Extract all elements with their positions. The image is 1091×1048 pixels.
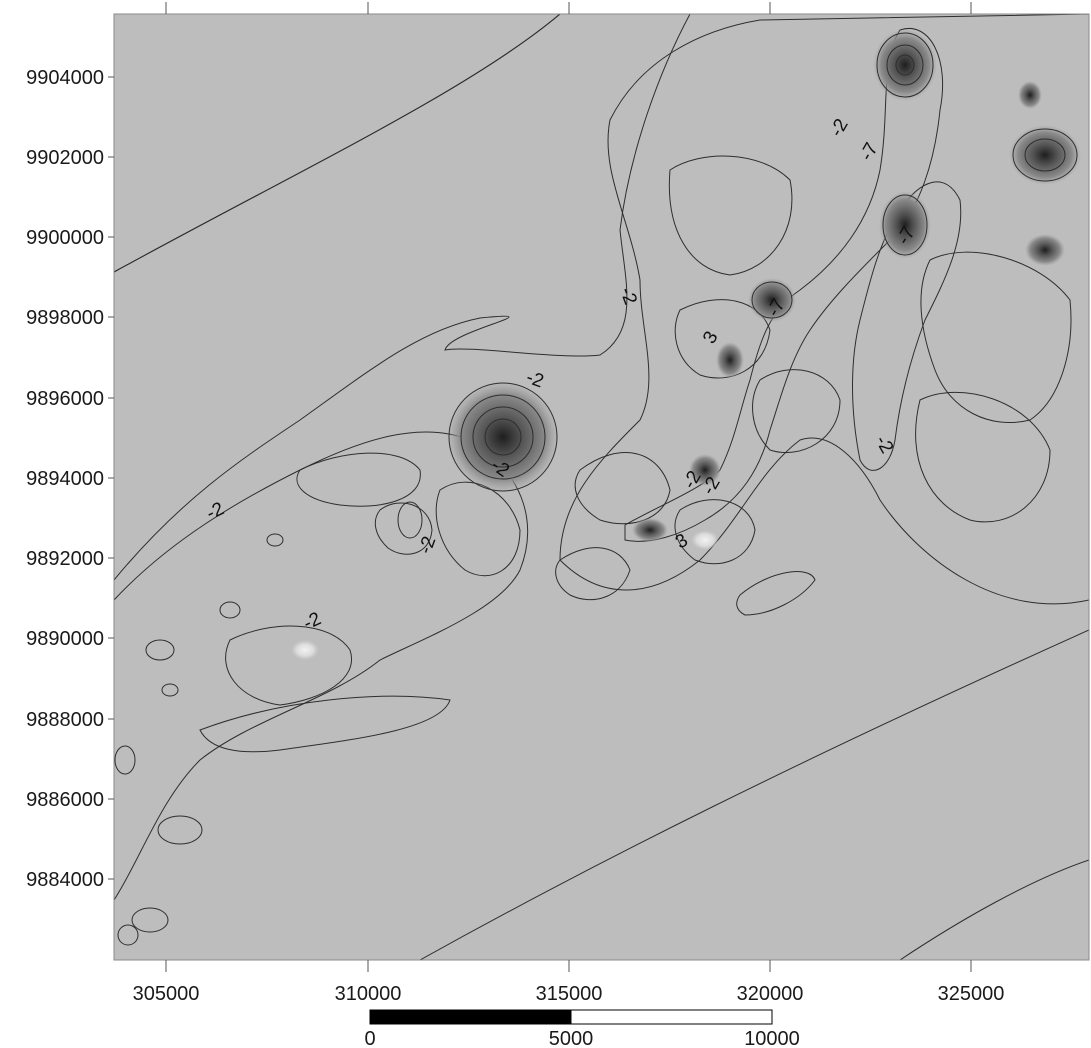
y-tick-label: 9896000: [26, 388, 104, 410]
y-tick-label: 9888000: [26, 709, 104, 731]
zone-southeast-lower: [899, 859, 1089, 960]
depression-northeast: [873, 29, 937, 101]
left-ticks: [108, 76, 114, 880]
x-tick-label: 320000: [737, 983, 804, 1005]
zone-east-plateau: [559, 14, 1089, 605]
trough-south-arm: [555, 547, 631, 601]
zone-southeast-band: [418, 629, 1089, 960]
top-ticks: [165, 2, 972, 14]
y-axis-labels: 9904000 9902000 9900000 9898000 9896000 …: [26, 67, 104, 891]
depression-ridge-6: [1025, 234, 1065, 266]
y-tick-label: 9894000: [26, 468, 104, 490]
depression-central: [447, 381, 559, 493]
depression-ridge-3: [689, 454, 721, 486]
x-tick-label: 305000: [133, 983, 200, 1005]
zone-east-light-5: [674, 499, 756, 565]
zone-west-coast: [114, 431, 529, 901]
scale-bar-light-segment: [570, 1009, 773, 1025]
zone-west-dark-2: [199, 695, 451, 753]
trough-mid-basin: [736, 571, 816, 616]
depression-ridge-2: [716, 342, 744, 378]
zone-east-light-4: [574, 452, 671, 525]
depression-far-east: [1009, 125, 1081, 185]
peak-west: [291, 640, 319, 660]
scale-bar-dark-segment: [369, 1009, 572, 1025]
scale-bar-label: 5000: [549, 1028, 594, 1048]
depression-east-mid: [879, 191, 931, 259]
x-axis-labels: 305000 310000 315000 320000 325000: [133, 983, 1005, 1005]
contour-label: -2: [615, 285, 641, 308]
plot-area: -2 -2 -2 -2 -2 -2 -2 -2 -2 -2 -7 -7 -7 3…: [114, 14, 1089, 960]
contour-label: -2: [523, 367, 546, 393]
scale-bar-label: 10000: [744, 1028, 800, 1048]
zone-east-light-3: [915, 391, 1051, 523]
trough-western-arm: [624, 28, 944, 542]
contour-label: -2: [415, 534, 441, 557]
bottom-ticks: [165, 960, 972, 972]
base-fill: [114, 14, 1089, 960]
zone-east-light-6: [674, 299, 771, 379]
depression-ridge-5: [1018, 81, 1042, 109]
trough-eastern-arm: [852, 181, 962, 471]
x-tick-label: 325000: [938, 983, 1005, 1005]
y-tick-label: 9902000: [26, 147, 104, 169]
y-tick-label: 9904000: [26, 67, 104, 89]
zone-east-light-1: [668, 155, 793, 276]
y-tick-label: 9884000: [26, 869, 104, 891]
y-tick-label: 9890000: [26, 628, 104, 650]
depression-ridge-4: [632, 518, 668, 542]
plot-frame: [113, 13, 1090, 961]
zone-west-light-2: [296, 452, 421, 507]
x-tick-label: 310000: [335, 983, 402, 1005]
zone-west-dark-1: [374, 502, 433, 555]
x-tick-label: 315000: [536, 983, 603, 1005]
y-tick-label: 9886000: [26, 789, 104, 811]
depression-ridge-1: [748, 278, 796, 322]
zone-mid-band: [114, 14, 691, 581]
y-tick-label: 9892000: [26, 548, 104, 570]
scale-bar: 0 5000 10000: [364, 1009, 800, 1048]
zone-west-light-1: [225, 625, 353, 706]
peak-south: [691, 530, 719, 550]
zone-east-light-7: [752, 369, 841, 454]
zone-east-light-2: [920, 251, 1072, 424]
y-tick-label: 9898000: [26, 307, 104, 329]
scale-bar-label: 0: [364, 1028, 375, 1048]
y-tick-label: 9900000: [26, 227, 104, 249]
